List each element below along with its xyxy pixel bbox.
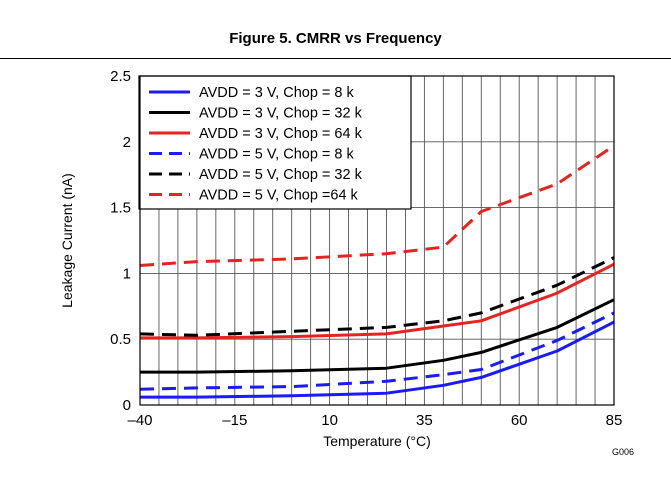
legend-box	[138, 75, 412, 210]
y-tick-label: 0	[123, 397, 131, 414]
series-line-6	[139, 144, 615, 267]
figure-code: G006	[612, 447, 634, 457]
title-divider	[0, 58, 671, 59]
y-tick-label: 2.5	[110, 68, 131, 85]
x-tick-label: 60	[511, 412, 528, 429]
legend: AVDD = 3 V, Chop = 8 k AVDD = 3 V, Chop =…	[138, 75, 412, 210]
y-tick-label: 1	[123, 265, 131, 282]
series-lines	[139, 144, 615, 399]
figure-title: Figure 5. CMRR vs Frequency	[229, 30, 442, 47]
x-axis-label: Temperature (°C)	[323, 433, 431, 449]
y-tick-label: 2	[123, 134, 131, 151]
series-line-1	[140, 320, 615, 399]
legend-label: AVDD = 5 V, Chop = 8 k	[199, 147, 355, 163]
plot-frame	[139, 75, 615, 406]
x-tick-label: –15	[222, 412, 247, 429]
series-line-4	[139, 311, 615, 391]
series-line-2	[140, 298, 615, 374]
x-tick-label: 35	[416, 412, 433, 429]
legend-label: AVDD = 3 V, Chop = 32 k	[199, 106, 363, 122]
series-line-5	[139, 256, 615, 337]
legend-label: AVDD = 3 V, Chop = 8 k	[199, 85, 355, 101]
legend-label: AVDD = 3 V, Chop = 64 k	[199, 126, 363, 142]
series-line-3	[140, 262, 615, 340]
legend-label: AVDD = 5 V, Chop =64 k	[199, 188, 359, 204]
y-axis-label: Leakage Current (nA)	[59, 173, 75, 308]
legend-label: AVDD = 5 V, Chop = 32 k	[199, 167, 363, 183]
y-tick-label: 0.5	[110, 331, 131, 348]
x-tick-label: 85	[606, 412, 623, 429]
x-tick-label: –40	[127, 412, 152, 429]
x-tick-label: 10	[321, 412, 338, 429]
y-tick-label: 1.5	[110, 200, 131, 217]
tick-labels: –40 –15 10 35 60 85 0 0.5 1 1.5 2 2.5	[110, 68, 622, 429]
